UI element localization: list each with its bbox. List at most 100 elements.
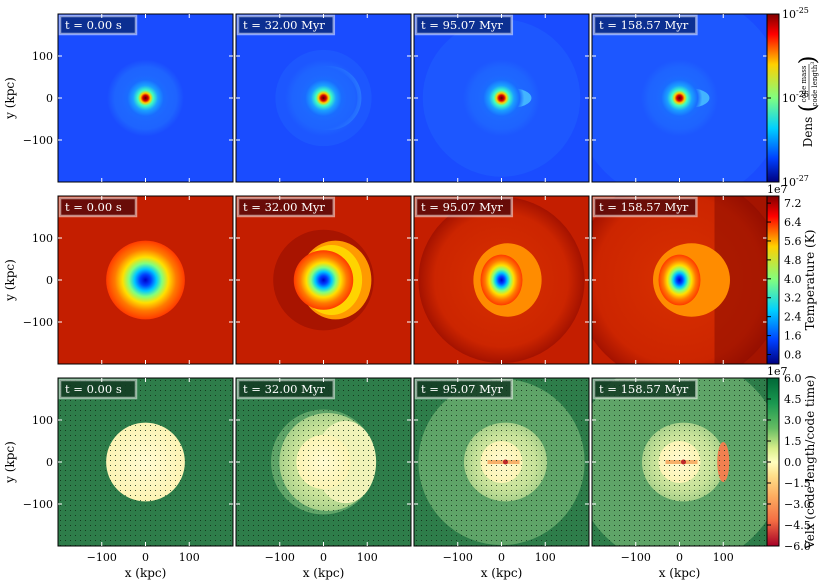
colorbar-tick-label: 3.2 [784, 292, 802, 305]
y-tick-label: −100 [23, 316, 53, 329]
time-label: t = 0.00 s [65, 382, 122, 396]
y-axis-label: y (kpc) [3, 441, 17, 484]
time-label-box [592, 14, 698, 36]
x-tick-label: −100 [265, 551, 295, 564]
velocity-vector-grid [592, 378, 767, 546]
y-tick-label: 100 [32, 232, 53, 245]
colorbar-tick-label: 3.0 [784, 414, 802, 427]
x-tick-label: 0 [142, 551, 149, 564]
y-tick-label: 0 [46, 274, 53, 287]
colorbar-label: Velx (code length/code time) [803, 375, 817, 550]
temperature-core [658, 254, 701, 306]
time-label-box [592, 196, 698, 218]
x-tick-label: −100 [443, 551, 473, 564]
density-core [122, 75, 169, 121]
time-label-box [592, 378, 698, 400]
y-tick-label: −100 [23, 498, 53, 511]
time-label-box [414, 378, 514, 400]
panel-velx-2 [414, 378, 589, 546]
panel-velx-3 [592, 378, 767, 546]
colorbar-tick-label: 1.6 [784, 330, 802, 343]
colorbar-tick-label: 4.8 [784, 254, 802, 267]
y-tick-label: 0 [46, 456, 53, 469]
colorbar-tick-label: −1.5 [784, 477, 811, 490]
time-label: t = 95.07 Myr [421, 18, 503, 32]
x-axis-label: x (kpc) [659, 566, 701, 580]
panel-temperature-1 [236, 196, 411, 364]
time-label: t = 95.07 Myr [421, 200, 503, 214]
paren-right: ) [796, 56, 821, 65]
density-core [656, 75, 703, 121]
temperature-core [106, 240, 185, 320]
x-tick-label: 100 [535, 551, 556, 564]
velocity-vector-grid [58, 378, 233, 546]
time-label-box [236, 14, 336, 36]
panel-density-2 [414, 14, 589, 182]
x-tick-label: 100 [713, 551, 734, 564]
time-label: t = 158.57 Myr [599, 18, 689, 32]
time-label: t = 0.00 s [65, 18, 122, 32]
panel-temperature-0 [58, 196, 233, 364]
y-axis-label: y (kpc) [3, 77, 17, 120]
colorbar-tick-label: 6.4 [784, 216, 802, 229]
colorbar-temperature [766, 195, 780, 365]
colorbar-tick-label: −3.0 [784, 498, 811, 511]
time-label-box [58, 196, 138, 218]
x-tick-label: 100 [357, 551, 378, 564]
panel-density-0 [58, 14, 233, 182]
paren-left: ( [796, 104, 821, 113]
panel-temperature-2 [414, 196, 589, 364]
x-axis-label: x (kpc) [125, 566, 167, 580]
panel-velx-0 [58, 378, 233, 546]
x-axis-label: x (kpc) [481, 566, 523, 580]
colorbar-label: Temperature (K) [803, 230, 817, 331]
time-label-box [236, 196, 336, 218]
colorbar-tick-label: 2.4 [784, 311, 802, 324]
colorbar-tick-label: 10-27 [782, 174, 809, 189]
colorbar-label: Dens ( code mass code length3) [796, 56, 821, 148]
temperature-core [293, 250, 354, 310]
time-label: t = 158.57 Myr [599, 200, 689, 214]
time-label-box [414, 196, 514, 218]
colorbar-tick-label: 10-26 [782, 90, 809, 105]
time-label-box [236, 378, 336, 400]
y-tick-label: 0 [46, 92, 53, 105]
temperature-core [480, 254, 523, 306]
time-label: t = 32.00 Myr [243, 200, 325, 214]
time-label: t = 95.07 Myr [421, 382, 503, 396]
time-label: t = 0.00 s [65, 200, 122, 214]
panel-density-1 [236, 14, 411, 182]
y-tick-label: −100 [23, 134, 53, 147]
colorbar-unit-den: code length3 [810, 62, 819, 107]
x-axis-label: x (kpc) [303, 566, 345, 580]
time-label: t = 32.00 Myr [243, 382, 325, 396]
colorbar-unit-num: code mass [800, 65, 808, 102]
time-label-box [58, 378, 138, 400]
x-tick-label: −100 [621, 551, 651, 564]
panel-density-3 [592, 14, 767, 182]
colorbar-label-name: Dens [801, 117, 815, 148]
colorbar-tick-label: 7.2 [784, 197, 802, 210]
time-label: t = 32.00 Myr [243, 18, 325, 32]
colorbar-tick-label: −6.0 [784, 540, 811, 553]
y-tick-label: 100 [32, 50, 53, 63]
density-core [478, 75, 525, 121]
colorbar-tick-label: 4.0 [784, 273, 802, 286]
density-core [300, 75, 347, 121]
y-tick-label: 100 [32, 414, 53, 427]
time-label-box [414, 14, 514, 36]
colorbar-tick-label: 10-25 [782, 6, 809, 21]
colorbar-tick-label: 5.6 [784, 235, 802, 248]
time-label: t = 158.57 Myr [599, 382, 689, 396]
x-tick-label: 100 [179, 551, 200, 564]
time-label-box [58, 14, 138, 36]
panel-velx-1 [236, 378, 411, 546]
colorbar-tick-label: 0.0 [784, 456, 802, 469]
panel-temperature-3 [592, 196, 767, 364]
y-axis-label: y (kpc) [3, 259, 17, 302]
colorbar-tick-label: −4.5 [784, 519, 811, 532]
colorbar-multiplier: 1e7 [767, 183, 788, 196]
x-tick-label: −100 [87, 551, 117, 564]
colorbar-multiplier: 1e7 [767, 365, 788, 378]
